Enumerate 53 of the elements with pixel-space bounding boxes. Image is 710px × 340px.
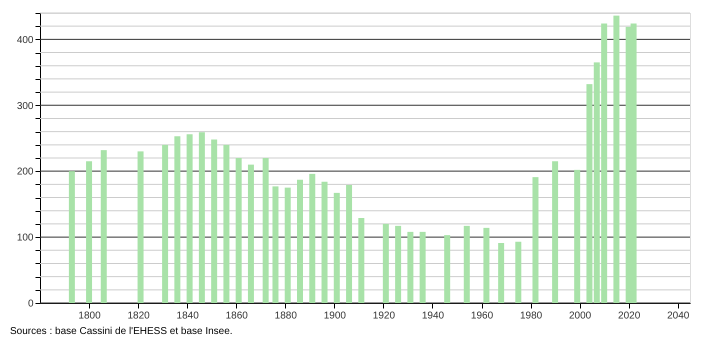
bar	[162, 144, 168, 303]
bar	[382, 224, 389, 303]
bar	[515, 242, 522, 303]
x-tick-label: 1820	[127, 310, 150, 322]
bar	[552, 161, 558, 303]
bar	[186, 134, 193, 303]
bar	[483, 228, 490, 303]
bar	[309, 174, 316, 303]
bar	[68, 171, 75, 303]
x-tick-label: 2040	[667, 310, 690, 322]
bar	[613, 16, 620, 303]
bar	[532, 177, 538, 303]
x-tick-label: 1880	[274, 310, 298, 322]
x-tick-label: 1800	[78, 310, 102, 322]
bar	[211, 140, 218, 303]
bar	[420, 232, 426, 303]
bar	[322, 182, 328, 303]
x-tick-label: 1940	[422, 310, 445, 322]
bar	[358, 218, 364, 303]
x-tick-label: 1840	[176, 310, 200, 322]
bar	[248, 164, 254, 303]
source-note: Sources : base Cassini de l'EHESS et base Insee.	[10, 326, 233, 337]
x-tick-label: 1980	[520, 310, 543, 322]
bar	[407, 232, 414, 303]
x-tick-label: 1960	[470, 310, 494, 322]
bar	[498, 243, 504, 303]
x-tick-label: 2020	[618, 310, 641, 322]
bar	[272, 186, 278, 303]
bar	[174, 136, 180, 303]
y-tick-label: 100	[16, 232, 34, 244]
x-tick-label: 1860	[226, 310, 248, 322]
y-tick-label: 200	[16, 166, 34, 178]
x-tick-label: 2000	[569, 310, 592, 322]
bar	[223, 144, 230, 303]
y-tick-label: 0	[28, 298, 34, 310]
bar	[86, 161, 92, 303]
bar	[334, 192, 340, 303]
y-tick-label: 400	[16, 34, 34, 46]
y-tick-label: 300	[16, 100, 34, 112]
x-tick-label: 1900	[324, 310, 346, 322]
bar	[198, 132, 205, 303]
bar	[138, 151, 144, 303]
bar	[464, 226, 470, 303]
x-tick-label: 1920	[372, 310, 396, 322]
bar	[236, 158, 242, 303]
bar	[100, 150, 107, 303]
bar	[297, 180, 303, 303]
bar	[395, 226, 402, 303]
bar	[346, 185, 352, 303]
bar	[574, 170, 580, 303]
bar	[262, 158, 269, 303]
bar	[444, 235, 450, 303]
bar	[284, 188, 291, 303]
